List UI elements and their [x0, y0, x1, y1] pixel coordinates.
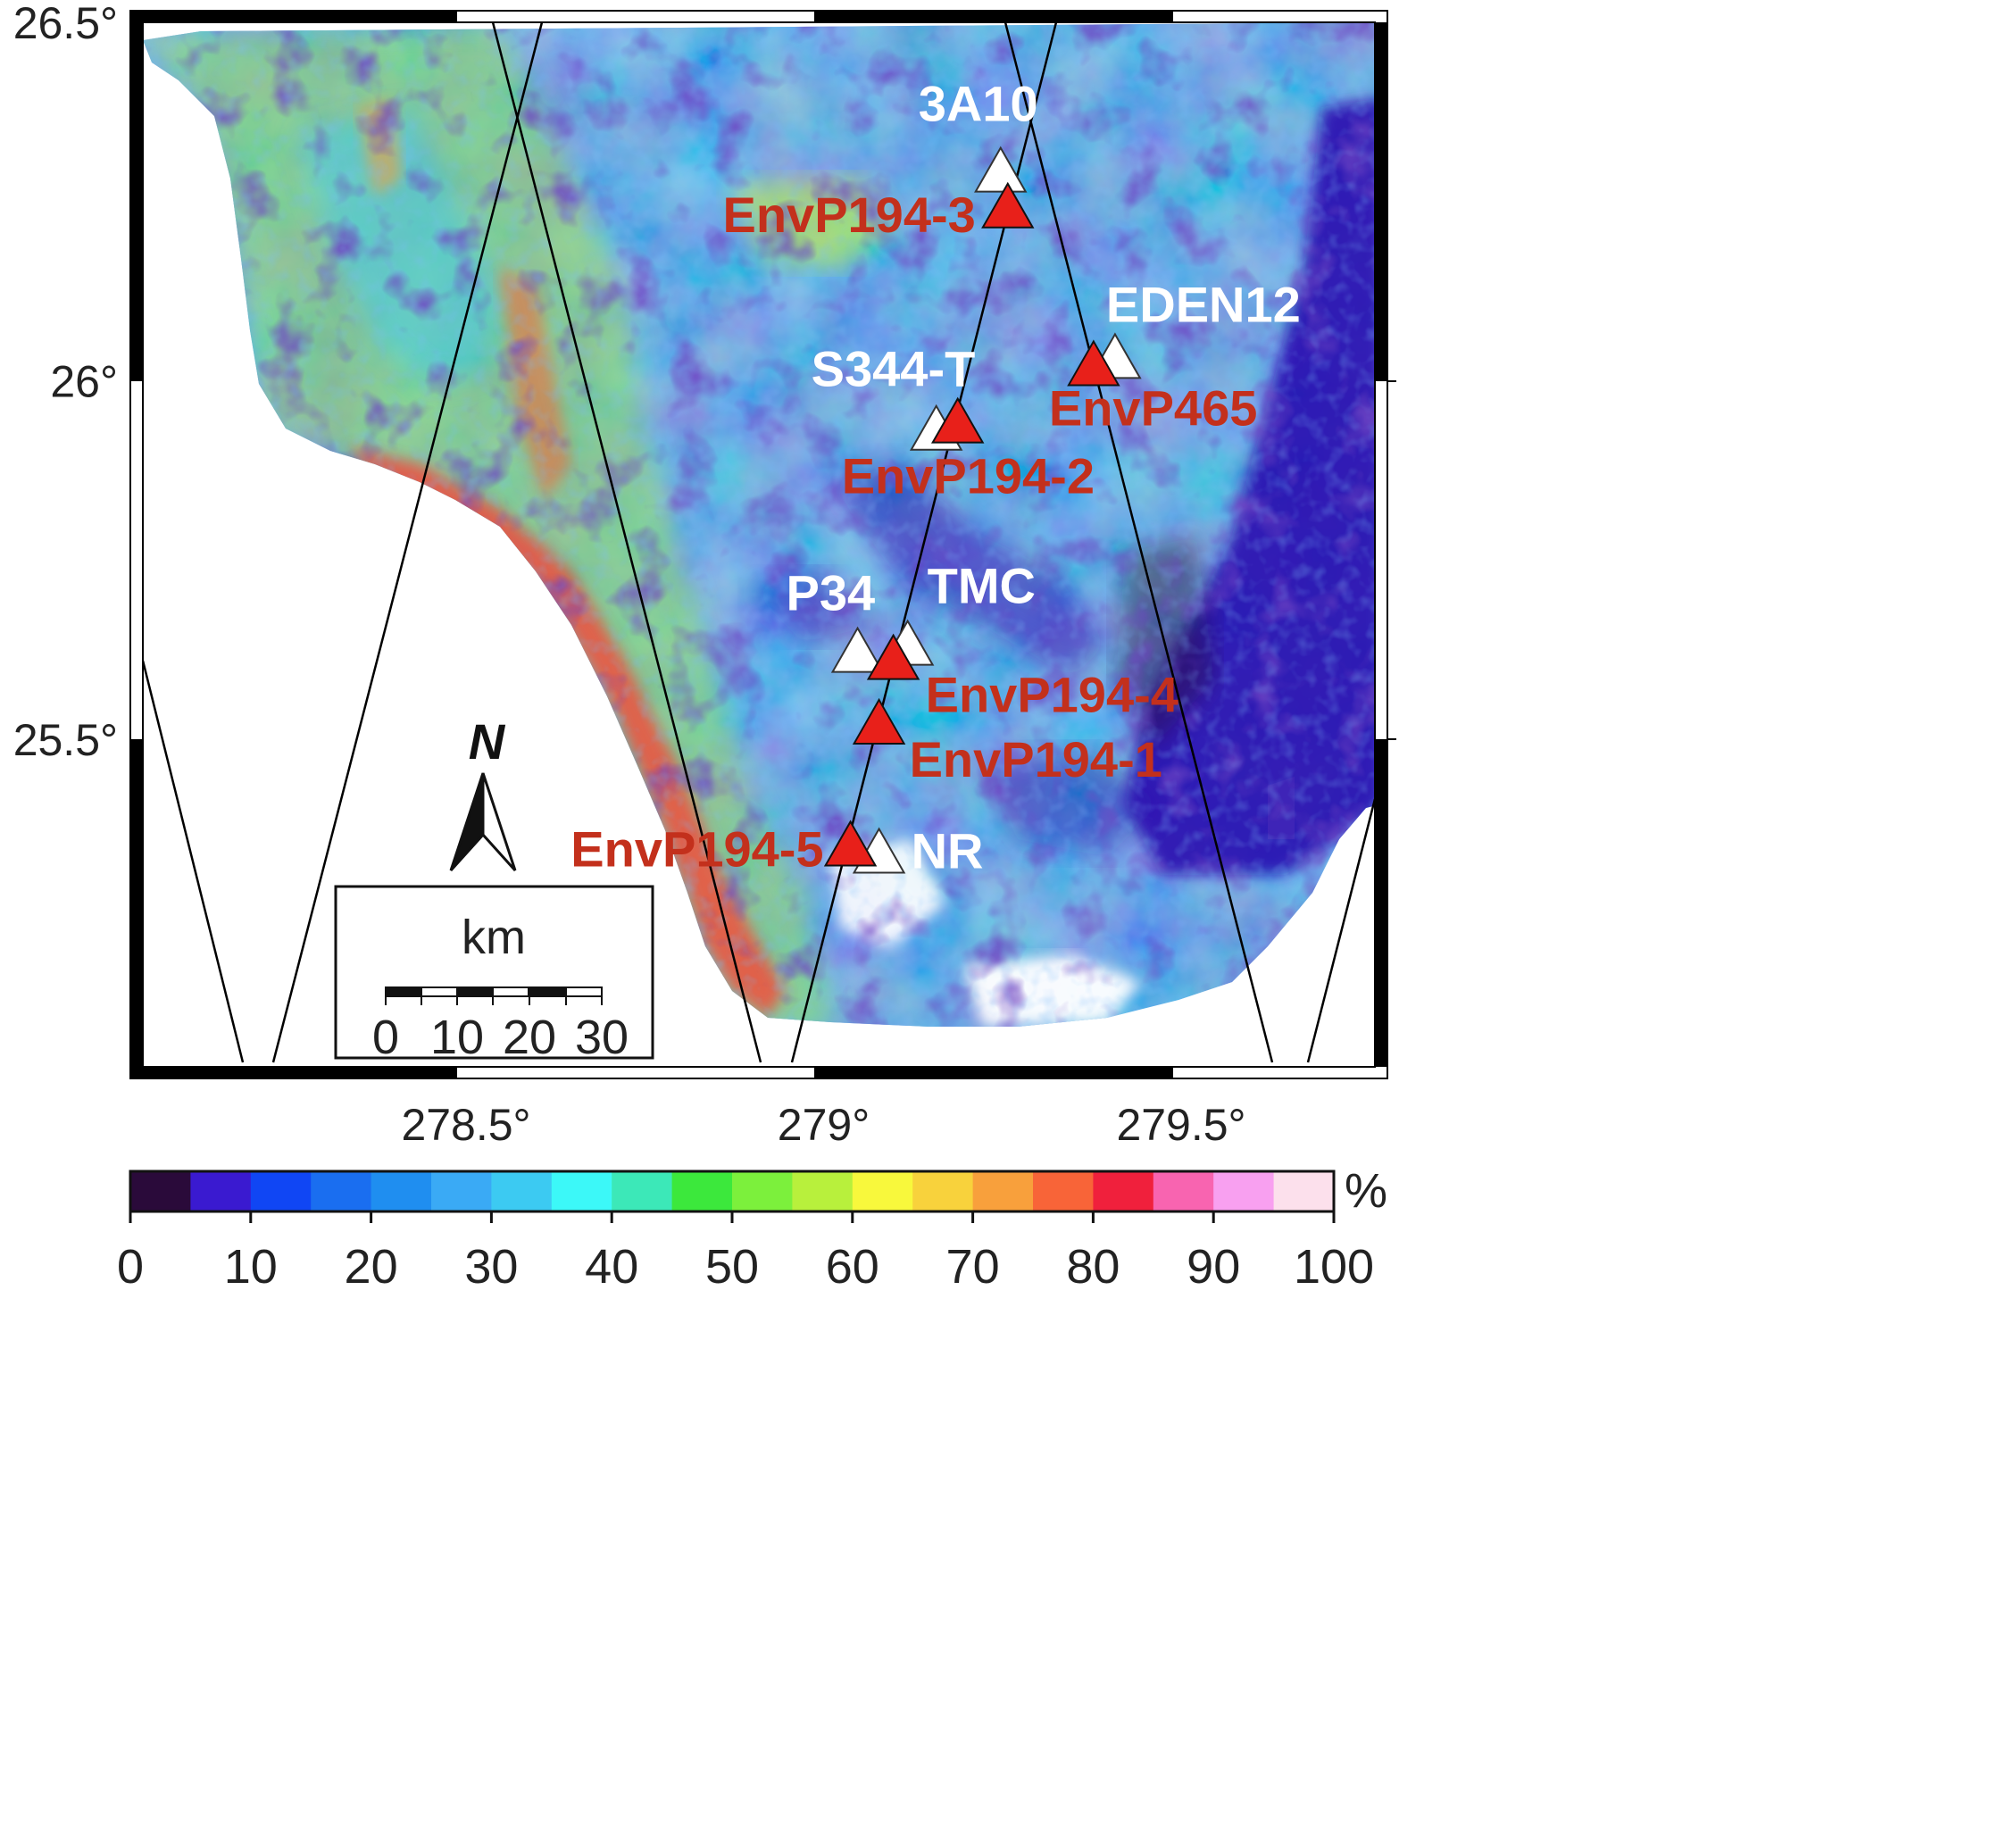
station-label: EnvP194-4: [926, 667, 1178, 723]
north-arrow-label: N: [469, 713, 506, 770]
map-frame: [129, 10, 1396, 1079]
swath-line: [491, 22, 762, 1063]
colorbar-cells: [130, 1171, 1335, 1211]
triangle-marker-icon: [930, 396, 985, 444]
colorbar-cell: [491, 1171, 553, 1211]
station-label: NR: [912, 822, 984, 878]
colorbar-tick-label: 20: [345, 1240, 398, 1294]
swath-line: [1004, 22, 1274, 1063]
station-label: EnvP194-3: [722, 187, 975, 243]
colorbar-tick-label: 40: [585, 1240, 638, 1294]
station-label: 3A10: [919, 76, 1038, 132]
lat-tick-label: 25.5°: [13, 715, 118, 765]
swath-line: [1306, 798, 1375, 1063]
colorbar-cell: [972, 1171, 1034, 1211]
swath-line: [143, 660, 245, 1063]
colorbar-tick-label: 100: [1294, 1240, 1374, 1294]
colorbar-cell: [250, 1171, 312, 1211]
scale-bar-tick-label: 0: [372, 1011, 399, 1064]
colorbar-cell: [431, 1171, 492, 1211]
colorbar-tick-label: 60: [826, 1240, 879, 1294]
triangle-marker-icon: [823, 820, 878, 867]
scale-bar-ticks: 0 10 20 30: [372, 1011, 629, 1064]
stations-layer: 3A10 EDEN12 S344-T P34 TMC NR EnvP194-3 EnvP465…: [570, 76, 1301, 879]
lon-tick-label: 278.5°: [401, 1100, 530, 1150]
colorbar-cell: [792, 1171, 854, 1211]
longitude-ticks: 278.5° 279° 279.5°: [401, 1100, 1245, 1150]
station-red-envp194-5: EnvP194-5: [570, 820, 878, 877]
colorbar: % 0 10 20 30 40 50 60 70 80 90 100: [117, 1164, 1387, 1294]
station-red-envp465: EnvP465: [1049, 339, 1258, 436]
station-red-envp194-4: EnvP194-4: [866, 633, 1178, 723]
station-label: EnvP194-1: [910, 731, 1162, 787]
triangle-marker-icon: [852, 697, 906, 745]
scale-bar-box: [334, 885, 654, 1060]
lon-tick-label: 279.5°: [1116, 1100, 1245, 1150]
colorbar-cell: [852, 1171, 913, 1211]
station-white-tmc: TMC: [880, 558, 1036, 666]
station-label: S344-T: [812, 341, 976, 397]
swath-line: [271, 22, 544, 1063]
colorbar-tick-label: 0: [117, 1240, 144, 1294]
station-white-3a10: 3A10: [919, 76, 1038, 193]
colorbar-cell: [551, 1171, 612, 1211]
station-red-envp194-1: EnvP194-1: [852, 697, 1162, 787]
north-arrow: N: [449, 713, 517, 872]
colorbar-tick-label: 50: [705, 1240, 759, 1294]
station-label: P34: [787, 565, 876, 621]
triangle-marker-icon: [830, 626, 885, 673]
colorbar-tick-label: 80: [1066, 1240, 1120, 1294]
triangle-marker-icon: [866, 633, 920, 680]
colorbar-cell: [311, 1171, 372, 1211]
triangle-marker-icon: [1067, 339, 1120, 387]
lon-tick-label: 279°: [778, 1100, 870, 1150]
station-label: EnvP194-5: [570, 820, 823, 877]
colorbar-unit: %: [1345, 1164, 1387, 1218]
colorbar-cell: [1273, 1171, 1335, 1211]
colorbar-cell: [130, 1171, 191, 1211]
station-white-eden12: EDEN12: [1088, 276, 1301, 379]
colorbar-cell: [1093, 1171, 1154, 1211]
colorbar-cell: [732, 1171, 793, 1211]
scale-bar-tick-label: 10: [430, 1011, 484, 1064]
scale-bar: km 0 10 20 30: [334, 885, 654, 1064]
station-label: TMC: [928, 558, 1036, 614]
colorbar-cell: [671, 1171, 733, 1211]
scale-bar-tick-label: 20: [503, 1011, 556, 1064]
colorbar-ticks: 0 10 20 30 40 50 60 70 80 90 100: [117, 1211, 1374, 1294]
triangle-marker-icon: [974, 146, 1028, 193]
latitude-ticks: 26.5° 26° 25.5°: [13, 0, 118, 765]
scale-bar-unit: km: [462, 911, 526, 964]
scale-bar-tick-label: 30: [575, 1011, 629, 1064]
station-label: EDEN12: [1106, 276, 1301, 332]
colorbar-tick-label: 10: [224, 1240, 278, 1294]
satellite-swath-lines: [143, 22, 1375, 1063]
triangle-marker-icon: [981, 181, 1035, 229]
station-red-envp194-3: EnvP194-3: [722, 181, 1035, 243]
colorbar-cell: [912, 1171, 974, 1211]
colorbar-cell: [371, 1171, 432, 1211]
colorbar-tick-label: 70: [946, 1240, 1000, 1294]
lat-tick-label: 26°: [50, 357, 118, 407]
station-label: EnvP194-2: [842, 448, 1095, 504]
colorbar-cell: [1153, 1171, 1214, 1211]
scale-bar-segments: [385, 986, 603, 1005]
colorbar-tick-label: 30: [464, 1240, 518, 1294]
colorbar-cell: [612, 1171, 673, 1211]
colorbar-cell: [1033, 1171, 1094, 1211]
station-white-p34: P34: [787, 565, 885, 673]
station-red-envp194-2: EnvP194-2: [842, 396, 1095, 504]
colorbar-cell: [190, 1171, 252, 1211]
colorbar-cell: [1213, 1171, 1275, 1211]
station-label: EnvP465: [1049, 379, 1258, 436]
colorbar-tick-label: 90: [1187, 1240, 1240, 1294]
lat-tick-label: 26.5°: [13, 0, 118, 48]
